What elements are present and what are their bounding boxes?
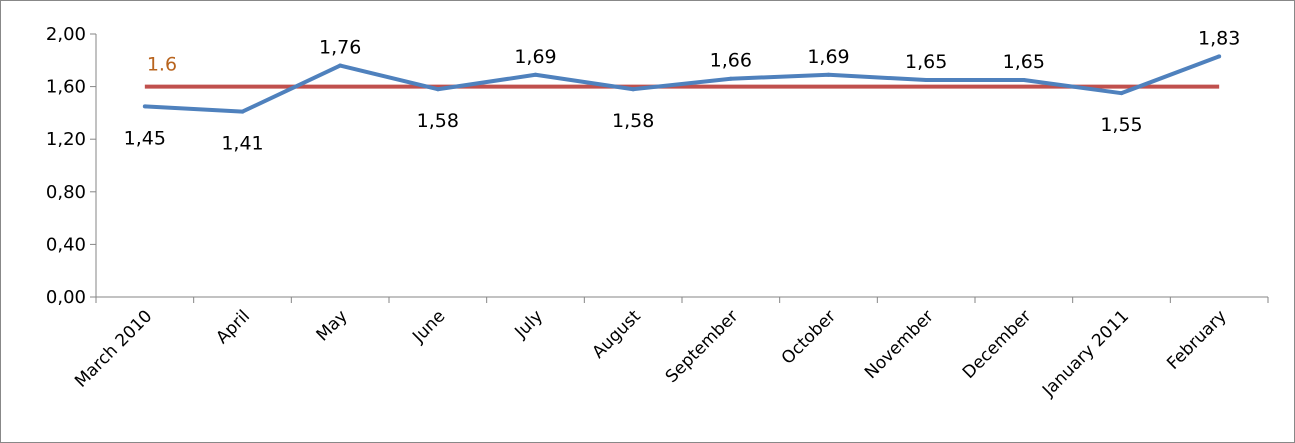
x-category-label: May	[313, 306, 352, 345]
y-tick-label: 0,00	[46, 287, 86, 308]
reference-line-label: 1.6	[147, 54, 177, 76]
y-tick-label: 2,00	[46, 24, 86, 45]
data-point	[533, 72, 538, 77]
x-category-label: July	[511, 306, 547, 342]
x-category-label: August	[588, 306, 644, 362]
x-category-label: September	[662, 306, 743, 387]
data-label: 1,65	[1003, 51, 1045, 73]
data-point	[924, 78, 929, 83]
x-category-label: March 2010	[71, 306, 156, 391]
data-point	[631, 87, 636, 92]
data-label: 1,69	[514, 46, 556, 68]
x-category-label: December	[959, 306, 1035, 382]
data-point	[240, 109, 245, 114]
data-point	[338, 63, 343, 68]
data-label: 1,45	[124, 127, 166, 149]
x-category-label: January 2011	[1038, 306, 1133, 401]
x-category-label: February	[1163, 306, 1230, 373]
data-point	[826, 72, 831, 77]
data-point	[728, 76, 733, 81]
data-label: 1,65	[905, 51, 947, 73]
data-point	[1217, 54, 1222, 59]
y-tick-label: 1,60	[46, 77, 86, 98]
data-label: 1,83	[1198, 27, 1240, 49]
data-label: 1,69	[807, 46, 849, 68]
data-label: 1,76	[319, 37, 361, 59]
x-category-label: November	[861, 306, 938, 383]
data-label: 1,58	[612, 110, 654, 132]
data-point	[1119, 91, 1124, 96]
data-point	[1021, 78, 1026, 83]
x-category-label: April	[212, 306, 254, 348]
data-point	[435, 87, 440, 92]
data-label: 1,66	[710, 50, 752, 72]
y-tick-label: 0,40	[46, 234, 86, 255]
y-tick-label: 0,80	[46, 182, 86, 203]
x-category-label: June	[408, 306, 449, 347]
x-category-label: October	[778, 306, 840, 368]
data-label: 1,41	[221, 133, 263, 155]
series-line	[144, 54, 1220, 114]
data-point	[142, 104, 147, 109]
data-label: 1,55	[1100, 114, 1142, 136]
y-tick-label: 1,20	[46, 129, 86, 150]
data-label: 1,58	[417, 110, 459, 132]
